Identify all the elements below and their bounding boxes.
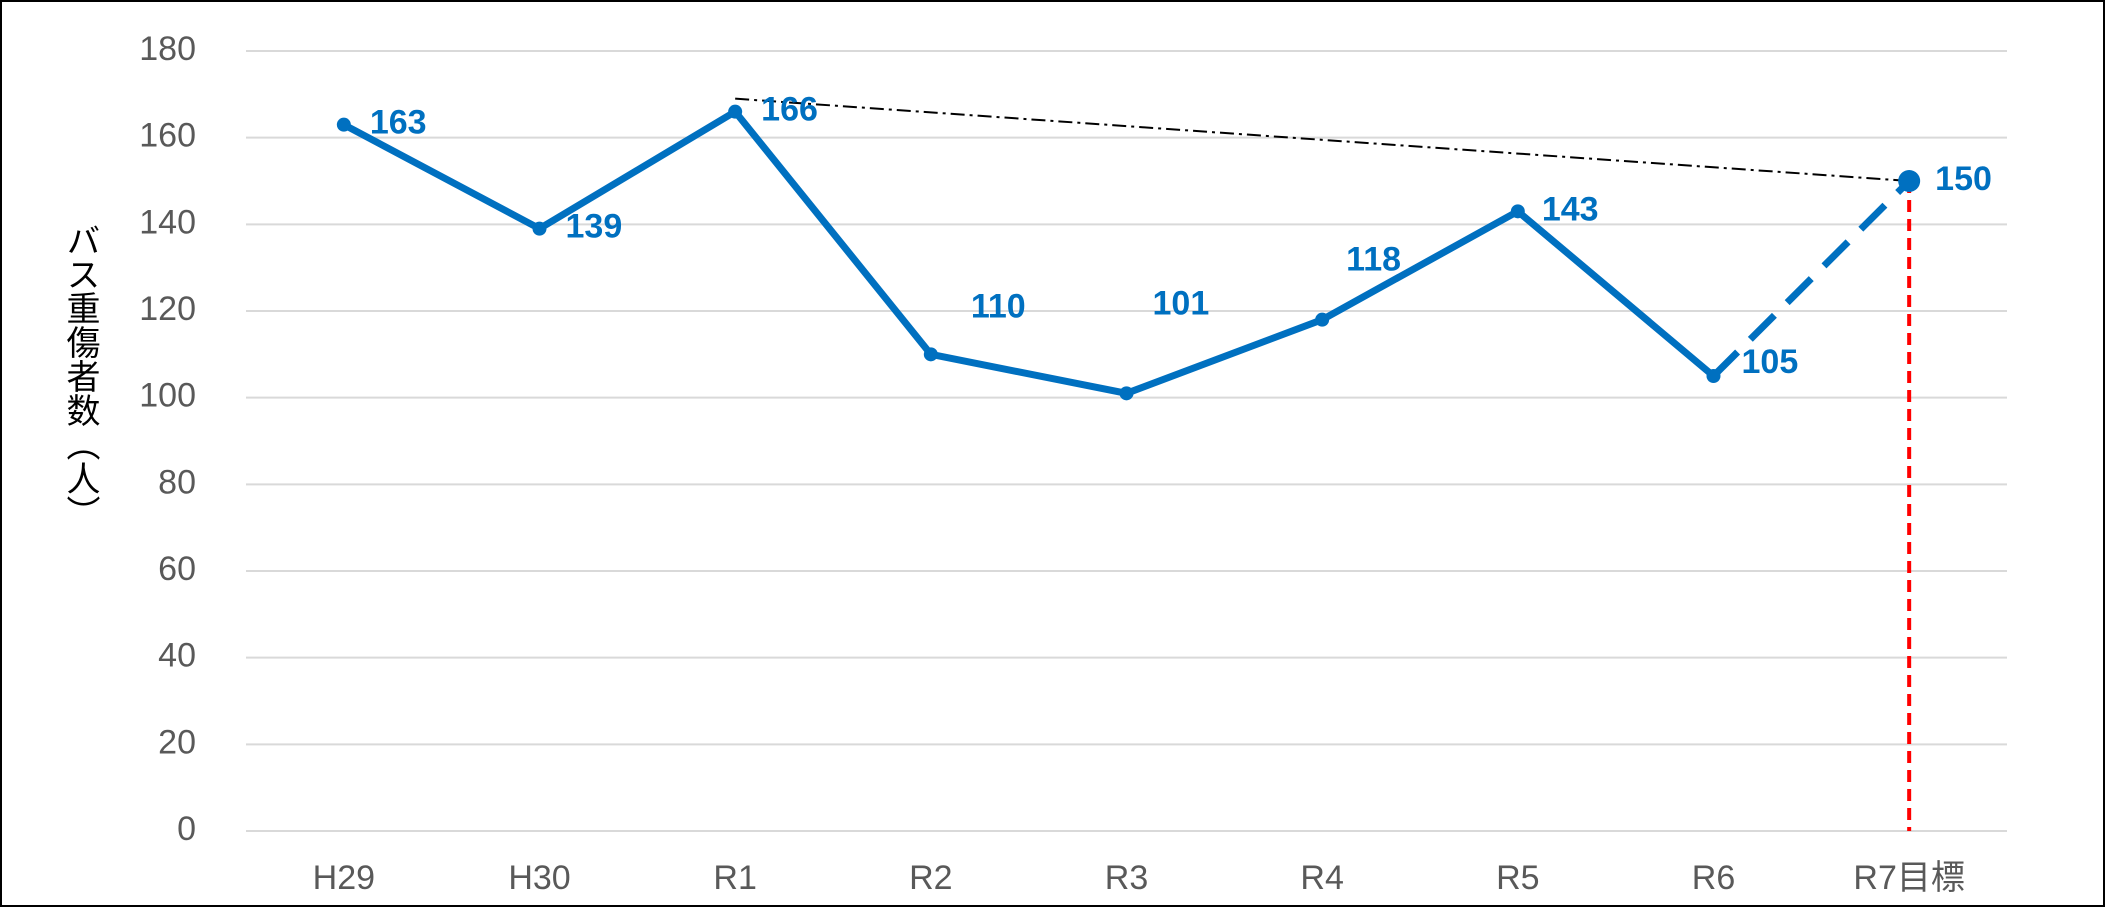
x-tick-label: R1 xyxy=(713,859,756,897)
marker xyxy=(728,104,743,119)
x-tick-label: R4 xyxy=(1300,859,1343,897)
y-tick-label: 180 xyxy=(139,30,196,68)
marker xyxy=(1315,312,1330,327)
x-tick-label: R3 xyxy=(1105,859,1148,897)
data-label: 105 xyxy=(1742,343,1799,381)
data-label: 166 xyxy=(761,91,818,129)
y-tick-label: 0 xyxy=(177,810,196,848)
y-tick-label: 20 xyxy=(158,723,196,761)
x-tick-label: H30 xyxy=(508,859,570,897)
y-tick-label: 100 xyxy=(139,377,196,415)
y-tick-label: 160 xyxy=(139,117,196,155)
data-label: 118 xyxy=(1346,241,1401,279)
marker xyxy=(336,117,351,132)
reference-line xyxy=(735,97,1910,182)
x-tick-label: R5 xyxy=(1496,859,1539,897)
data-label: 163 xyxy=(370,104,427,142)
y-tick-label: 140 xyxy=(139,203,196,241)
marker xyxy=(923,347,938,362)
marker xyxy=(1898,170,1921,192)
y-tick-label: 120 xyxy=(139,290,196,328)
marker xyxy=(1510,204,1525,219)
line xyxy=(342,107,1716,397)
data-label: 139 xyxy=(566,208,623,246)
x-tick-label: R2 xyxy=(909,859,952,897)
data-label: 110 xyxy=(971,287,1026,325)
x-tick-label: R7目標 xyxy=(1853,859,1964,897)
y-tick-label: 60 xyxy=(158,550,196,588)
line xyxy=(1711,178,1912,379)
data-label: 150 xyxy=(1935,160,1992,198)
marker xyxy=(532,221,547,236)
y-axis-label: バス重傷者数（人） xyxy=(61,223,100,529)
y-tick-label: 40 xyxy=(158,637,196,675)
y-tick-label: 80 xyxy=(158,463,196,501)
data-label: 143 xyxy=(1542,190,1599,228)
marker xyxy=(1119,386,1134,401)
data-label: 101 xyxy=(1153,284,1210,322)
x-tick-label: H29 xyxy=(313,859,375,897)
x-tick-label: R6 xyxy=(1692,859,1735,897)
